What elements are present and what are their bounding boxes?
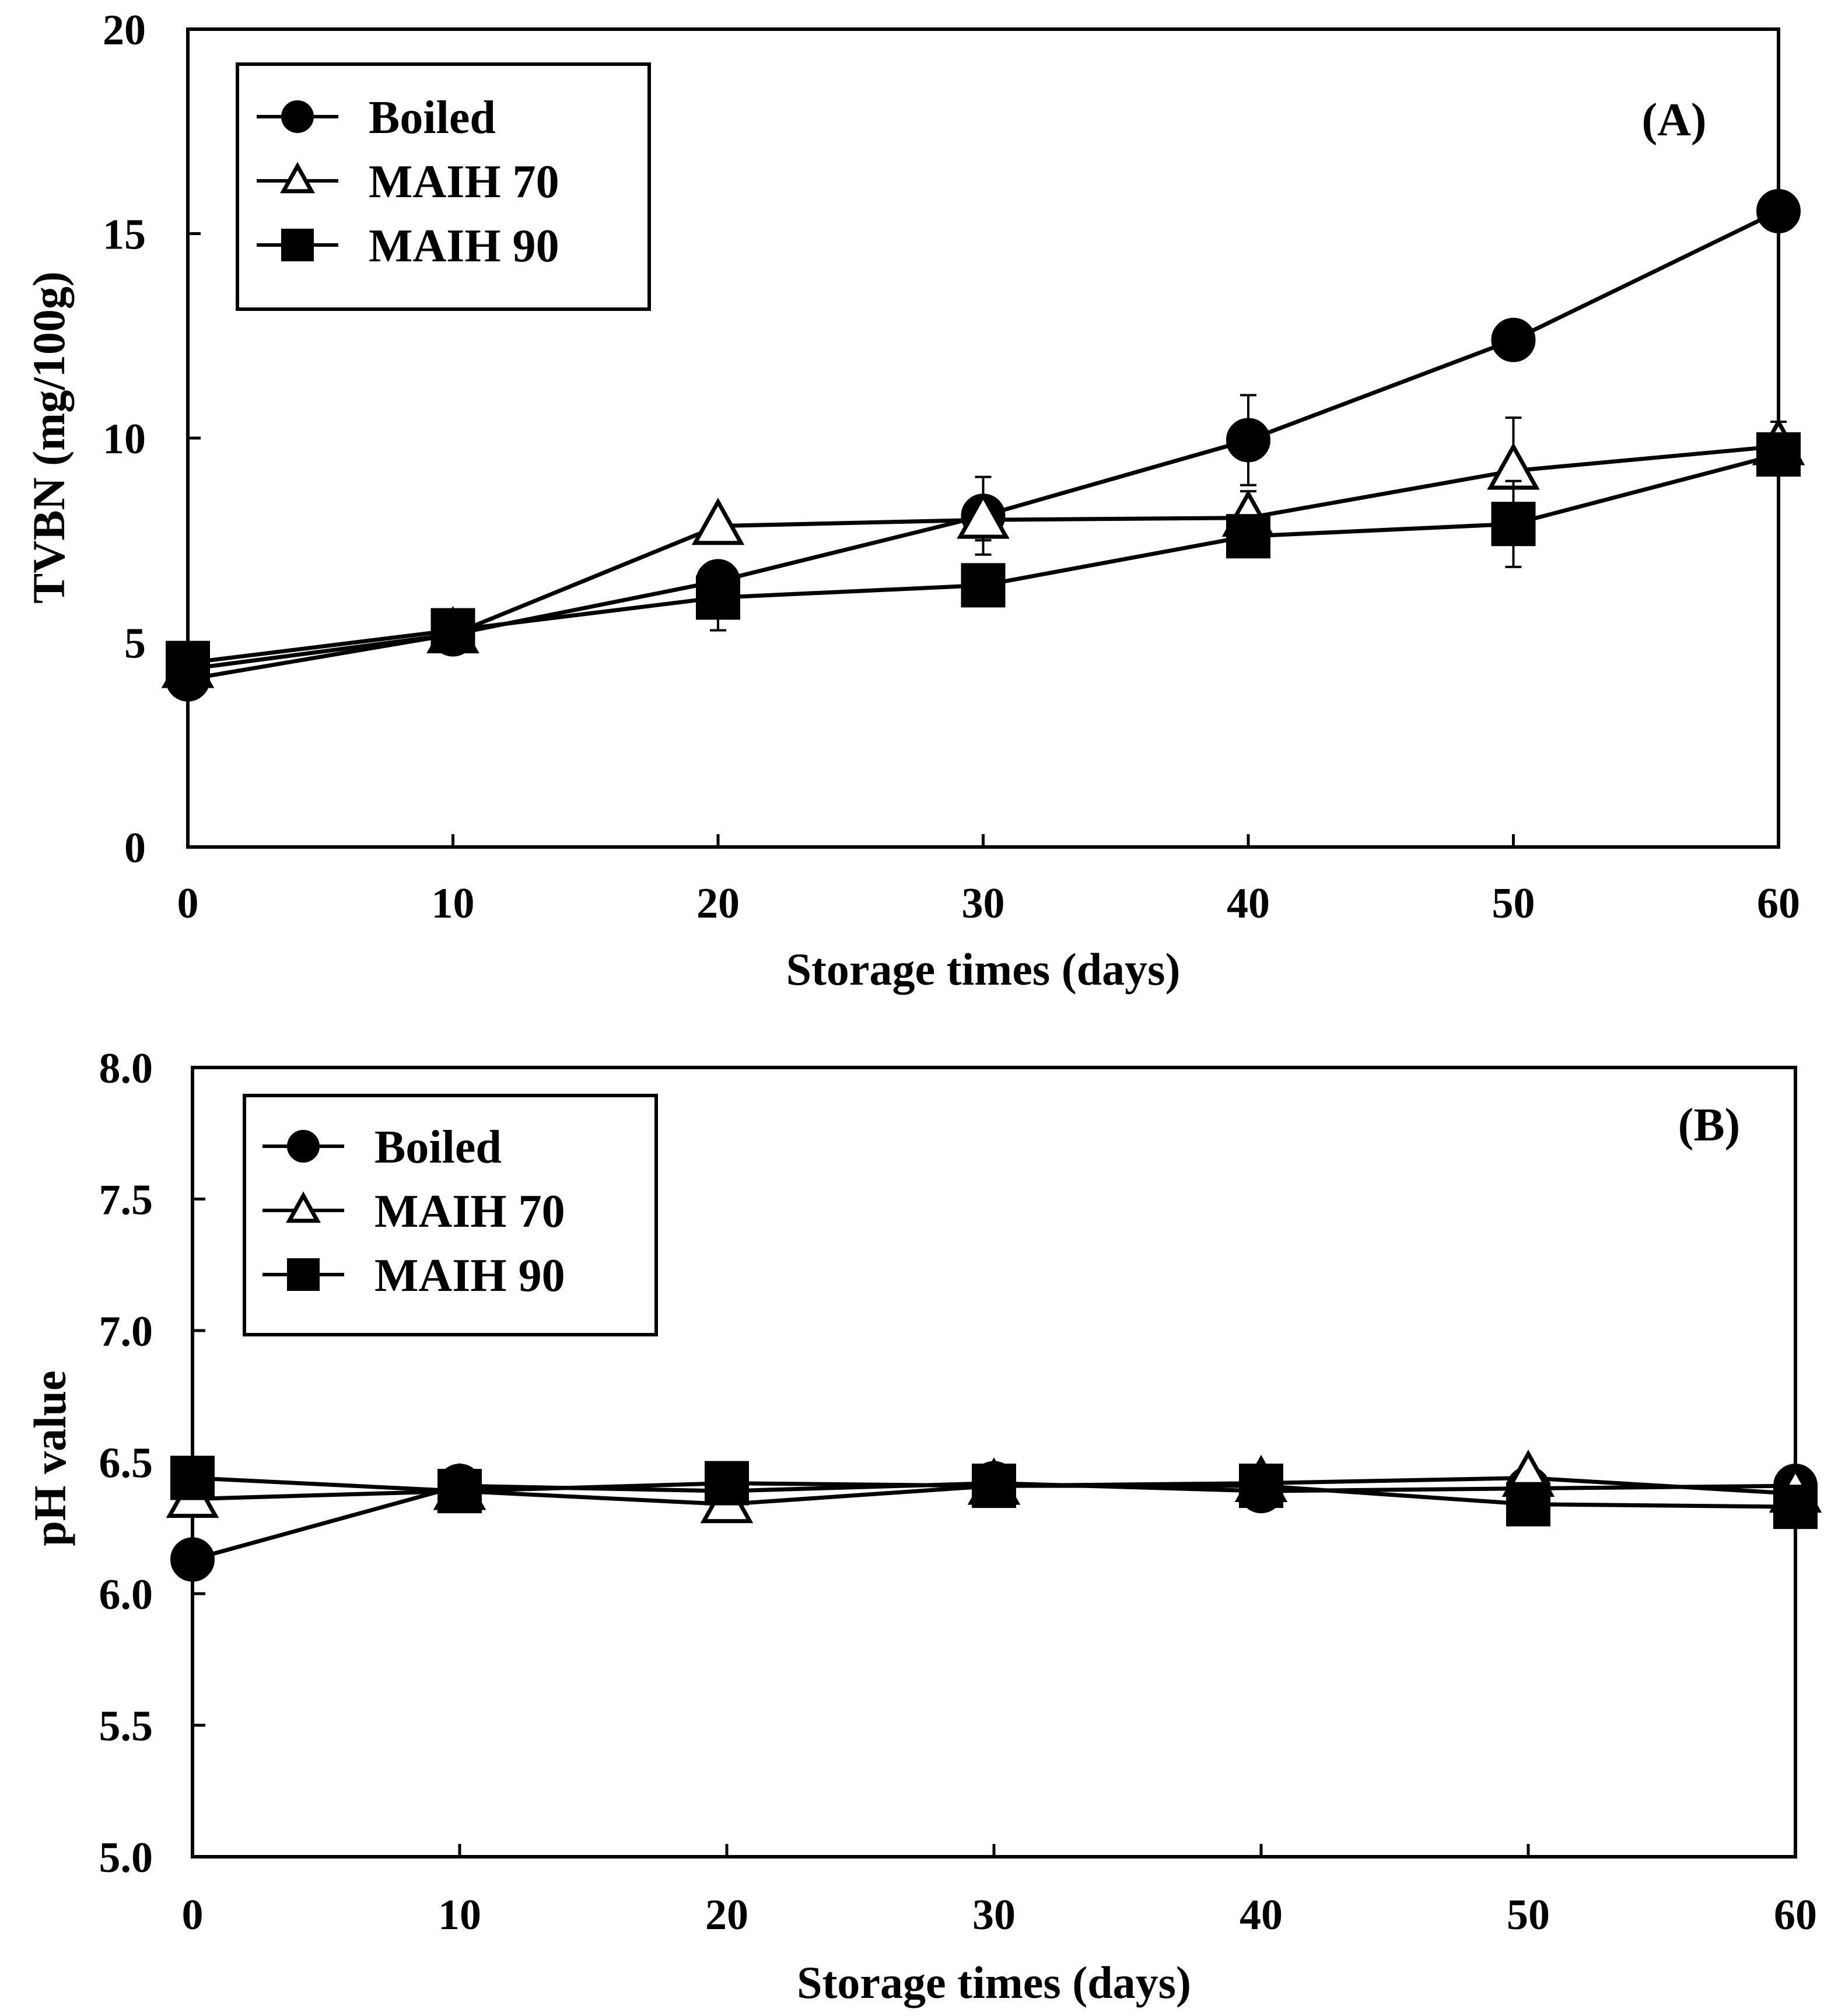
y-tick-label: 10 xyxy=(103,415,146,463)
y-tick-label: 0 xyxy=(124,824,146,872)
data-point-maih-90 xyxy=(166,640,210,685)
data-point-maih-90 xyxy=(1239,1464,1283,1508)
panel-a: 0 10 20 30 40 50 60 0 5 10 15 20 Storage times (days… xyxy=(23,6,1805,995)
data-point-boiled xyxy=(1226,418,1270,463)
legend-marker-boiled xyxy=(287,1130,320,1163)
data-point-maih-90 xyxy=(972,1464,1016,1508)
x-tick-label: 10 xyxy=(438,1891,481,1939)
data-point-maih-70 xyxy=(957,491,1010,539)
data-point-maih-90 xyxy=(1506,1482,1550,1527)
y-tick-label: 6.0 xyxy=(99,1571,153,1619)
y-tick-label: 20 xyxy=(103,6,146,54)
legend-label-boiled: Boiled xyxy=(374,1122,502,1173)
panel-b: 0 10 20 30 40 50 60 5.0 5.5 6.0 6.5 7.0 7.5 8.0 Storag… xyxy=(24,1045,1822,2008)
data-point-maih-90 xyxy=(1226,514,1270,559)
x-tick-label: 40 xyxy=(1227,880,1270,928)
data-point-maih-90 xyxy=(1773,1485,1818,1530)
legend-marker-maih-90 xyxy=(281,229,314,261)
y-tick-label: 5.5 xyxy=(99,1703,153,1751)
x-tick-label: 50 xyxy=(1492,880,1535,928)
data-point-maih-70 xyxy=(691,498,745,545)
x-tick-label: 20 xyxy=(705,1891,748,1939)
data-point-boiled xyxy=(1491,317,1536,362)
legend-label-maih-90: MAIH 90 xyxy=(374,1250,565,1301)
y-axis-label: pH value xyxy=(24,1370,75,1546)
legend-marker-maih-70 xyxy=(279,162,316,194)
series-maih-90 xyxy=(170,1455,1818,1530)
data-point-maih-90 xyxy=(170,1455,215,1500)
x-tick-label: 60 xyxy=(1757,880,1800,928)
y-tick-label: 15 xyxy=(103,211,146,259)
data-point-boiled xyxy=(1756,188,1801,233)
data-point-maih-90 xyxy=(1756,432,1801,477)
legend: Boiled MAIH 70 MAIH 90 xyxy=(236,62,651,311)
legend-label-maih-90: MAIH 90 xyxy=(369,220,559,272)
data-point-maih-90 xyxy=(437,1469,482,1514)
x-tick-label: 50 xyxy=(1507,1891,1550,1939)
data-point-maih-90 xyxy=(961,563,1006,608)
legend-label-boiled: Boiled xyxy=(369,92,496,144)
y-tick-label: 7.5 xyxy=(99,1177,153,1224)
y-tick-label: 8.0 xyxy=(99,1045,153,1093)
x-tick-label: 10 xyxy=(432,880,475,928)
x-axis-label: Storage times (days) xyxy=(786,944,1181,995)
series-maih-90 xyxy=(166,432,1801,685)
panel-label: (A) xyxy=(1641,94,1706,146)
x-axis-label: Storage times (days) xyxy=(797,1957,1191,2008)
legend-marker-maih-70 xyxy=(285,1191,321,1223)
x-tick-label: 0 xyxy=(177,880,199,928)
y-tick-label: 5 xyxy=(124,620,146,668)
legend-label-maih-70: MAIH 70 xyxy=(369,156,559,208)
x-tick-label: 60 xyxy=(1774,1891,1817,1939)
y-tick-label: 7.0 xyxy=(99,1308,153,1356)
data-point-boiled xyxy=(170,1537,215,1582)
y-axis-label: TVBN (mg/100g) xyxy=(23,271,74,604)
panel-label: (B) xyxy=(1678,1100,1741,1151)
data-point-maih-90 xyxy=(430,608,475,653)
y-tick-label: 5.0 xyxy=(99,1834,153,1882)
legend: Boiled MAIH 70 MAIH 90 xyxy=(243,1094,658,1336)
data-point-maih-90 xyxy=(1491,502,1536,547)
legend-marker-boiled xyxy=(281,100,314,133)
data-point-maih-90 xyxy=(705,1461,749,1506)
x-tick-label: 0 xyxy=(182,1891,204,1939)
legend-label-maih-70: MAIH 70 xyxy=(374,1186,565,1237)
x-tick-label: 30 xyxy=(962,880,1005,928)
data-point-maih-90 xyxy=(696,575,740,620)
x-tick-label: 40 xyxy=(1240,1891,1283,1939)
x-tick-label: 20 xyxy=(696,880,740,928)
y-tick-label: 6.5 xyxy=(99,1440,153,1488)
legend-marker-maih-90 xyxy=(287,1258,320,1291)
x-tick-label: 30 xyxy=(972,1891,1016,1939)
